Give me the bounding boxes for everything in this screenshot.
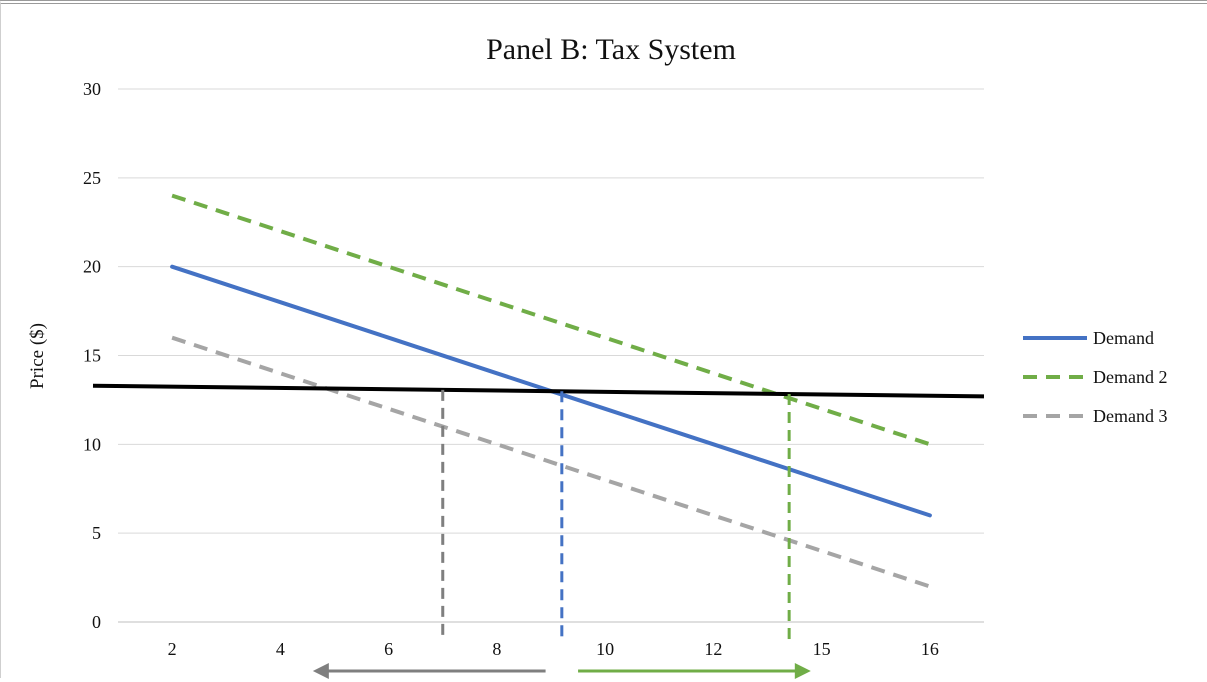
- legend-label-1: Demand: [1093, 328, 1154, 348]
- x-tick-label: 10: [596, 639, 614, 659]
- y-tick-label: 20: [83, 257, 101, 277]
- x-tick-label: 2: [168, 639, 177, 659]
- x-tick-label: 4: [276, 639, 285, 659]
- y-tick-label: 10: [83, 434, 101, 454]
- chart-title: Panel B: Tax System: [486, 33, 736, 66]
- y-tick-label: 25: [83, 168, 101, 188]
- x-tick-labels: 2 4 6 8 10 12 15 16: [168, 639, 939, 659]
- y-tick-label: 5: [92, 523, 101, 543]
- shift-arrows: [312, 663, 811, 679]
- x-tick-label: 12: [704, 639, 722, 659]
- chart-svg: Panel B: Tax System Price ($) 0 5 10 15 20 25…: [27, 33, 1167, 679]
- legend-label-2: Demand 2: [1093, 367, 1167, 387]
- y-tick-label: 0: [92, 612, 101, 632]
- series-line-2: [171, 193, 931, 447]
- tax-line: [92, 383, 985, 399]
- legend-label-3: Demand 3: [1093, 406, 1167, 426]
- x-tick-label: 8: [492, 639, 501, 659]
- gridlines: [118, 88, 984, 623]
- y-tick-label: 30: [83, 79, 101, 99]
- legend: Demand Demand 2 Demand 3: [1023, 328, 1167, 426]
- quantity-markers: [441, 389, 791, 640]
- y-tick-label: 15: [83, 346, 101, 366]
- tax-line-path: [92, 383, 985, 399]
- arrow-head-2: [794, 663, 811, 679]
- y-axis-label: Price ($): [27, 323, 48, 389]
- series-line-3: [171, 335, 931, 589]
- y-tick-labels: 0 5 10 15 20 25 30: [83, 79, 101, 632]
- arrow-head-1: [312, 663, 329, 679]
- x-tick-label: 6: [384, 639, 393, 659]
- x-tick-label: 16: [921, 639, 939, 659]
- x-tick-label: 15: [813, 639, 831, 659]
